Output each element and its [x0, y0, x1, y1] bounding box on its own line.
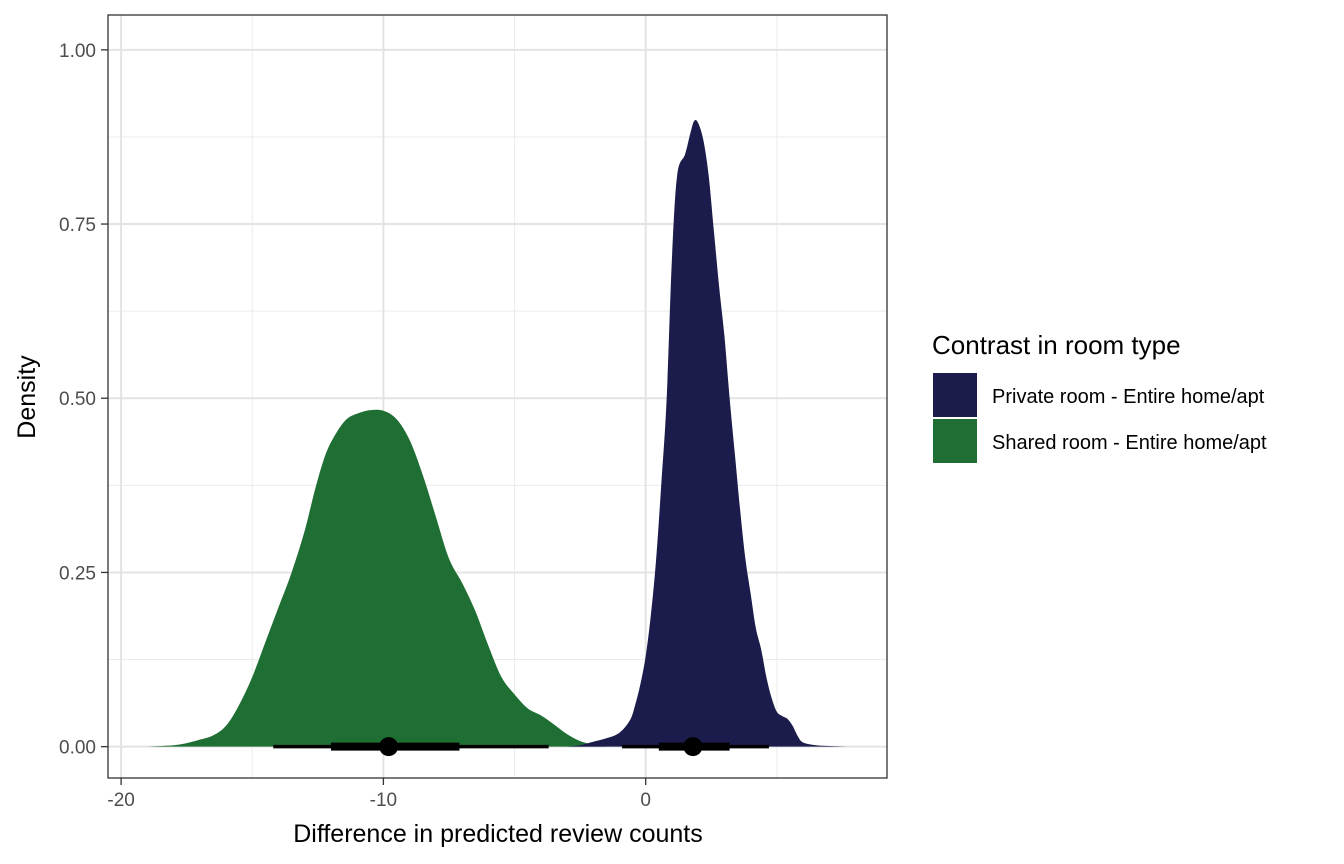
point-estimate-private-room: [683, 737, 703, 757]
x-axis-title: Difference in predicted review counts: [293, 820, 702, 848]
y-tick-label: 0.50: [59, 389, 96, 410]
minor-gridlines: [108, 15, 887, 778]
legend-title: Contrast in room type: [932, 330, 1181, 360]
y-tick-label: 1.00: [59, 41, 96, 62]
x-tick-label: 0: [640, 790, 651, 811]
x-tick-label: -10: [370, 790, 397, 811]
legend-label-private-room: Private room - Entire home/apt: [992, 386, 1265, 408]
point-estimate-shared-room: [379, 737, 399, 757]
density-areas: [147, 119, 851, 747]
legend-label-shared-room: Shared room - Entire home/apt: [992, 432, 1267, 454]
plot-panel-border: [107, 14, 888, 779]
y-axis-ticks: 0.00 0.25 0.50 0.75 1.00: [59, 41, 108, 759]
y-tick-label: 0.00: [59, 738, 96, 759]
legend: Contrast in room type Private room - Ent…: [932, 330, 1267, 463]
y-tick-label: 0.25: [59, 563, 96, 584]
legend-swatch-private-room: [933, 373, 977, 417]
interval-bars: [273, 737, 769, 757]
x-axis-ticks: -20 -10 0: [107, 778, 651, 811]
y-axis-title: Density: [13, 355, 41, 439]
density-area-shared-room: [147, 409, 607, 747]
legend-swatch-shared-room: [933, 419, 977, 463]
y-tick-label: 0.75: [59, 215, 96, 236]
density-area-private-room: [567, 119, 851, 747]
x-tick-label: -20: [107, 790, 134, 811]
major-gridlines: [108, 15, 887, 778]
